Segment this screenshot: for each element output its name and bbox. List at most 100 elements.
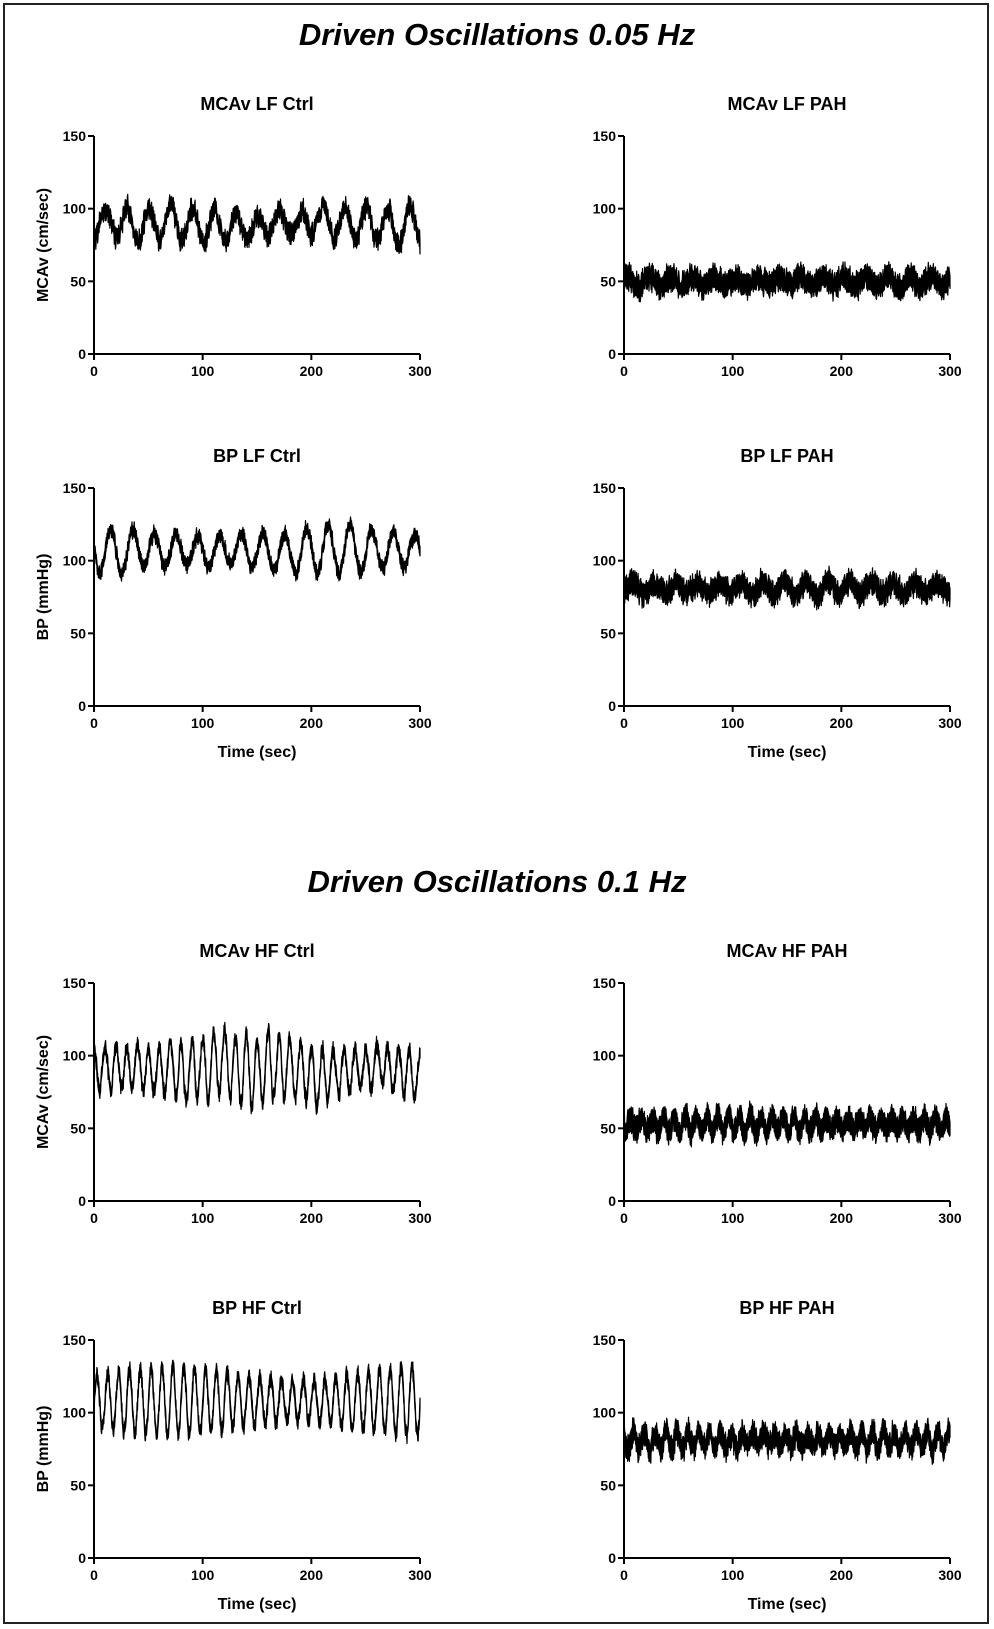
x-tick-label: 100 bbox=[721, 363, 745, 379]
x-axis-label: Time (sec) bbox=[218, 744, 297, 761]
chart-7: BP HF Ctrl 0 50 100 150 0 100 200 300 BP (mmHg) Ti… bbox=[35, 1298, 432, 1613]
y-tick-label: 150 bbox=[593, 1332, 617, 1348]
series-trace bbox=[93, 193, 421, 255]
x-tick-label: 300 bbox=[938, 1210, 962, 1226]
series-trace bbox=[93, 516, 421, 582]
chart-2: MCAv LF PAH 0 50 100 150 0 100 200 300 bbox=[593, 94, 962, 379]
chart-title: MCAv LF PAH bbox=[728, 94, 847, 114]
y-tick-label: 0 bbox=[78, 346, 86, 362]
y-tick-label: 150 bbox=[593, 480, 617, 496]
x-tick-label: 300 bbox=[938, 715, 962, 731]
y-axis-label: MCAv (cm/sec) bbox=[35, 188, 52, 302]
x-tick-label: 200 bbox=[300, 363, 324, 379]
y-tick-label: 0 bbox=[608, 1193, 616, 1209]
x-tick-label: 300 bbox=[408, 1210, 432, 1226]
y-tick-label: 150 bbox=[63, 1332, 87, 1348]
y-tick-label: 100 bbox=[63, 1048, 87, 1064]
x-tick-label: 200 bbox=[300, 715, 324, 731]
x-axis-label: Time (sec) bbox=[748, 744, 827, 761]
x-tick-label: 200 bbox=[300, 1210, 324, 1226]
chart-title: MCAv HF PAH bbox=[727, 941, 848, 961]
charts-group: MCAv LF Ctrl 0 50 100 150 0 100 200 300 MCAv (cm/… bbox=[35, 94, 962, 1613]
y-tick-label: 100 bbox=[593, 1405, 617, 1421]
x-tick-label: 100 bbox=[191, 715, 215, 731]
chart-title: BP HF PAH bbox=[739, 1298, 834, 1318]
y-tick-label: 100 bbox=[593, 553, 617, 569]
y-tick-label: 150 bbox=[593, 128, 617, 144]
x-tick-label: 100 bbox=[721, 715, 745, 731]
y-tick-label: 0 bbox=[608, 1550, 616, 1566]
y-tick-label: 100 bbox=[63, 553, 87, 569]
y-axis-label: BP (mmHg) bbox=[35, 554, 52, 641]
y-tick-label: 0 bbox=[78, 1193, 86, 1209]
figure-frame bbox=[3, 3, 989, 1624]
y-tick-label: 150 bbox=[63, 128, 87, 144]
x-tick-label: 300 bbox=[408, 1567, 432, 1583]
x-tick-label: 100 bbox=[191, 363, 215, 379]
series-trace bbox=[93, 1359, 421, 1445]
x-tick-label: 100 bbox=[191, 1567, 215, 1583]
y-tick-label: 100 bbox=[593, 1048, 617, 1064]
y-tick-label: 50 bbox=[600, 625, 616, 641]
x-tick-label: 100 bbox=[721, 1567, 745, 1583]
x-tick-label: 300 bbox=[408, 715, 432, 731]
y-tick-label: 50 bbox=[600, 1120, 616, 1136]
x-tick-label: 0 bbox=[620, 1210, 628, 1226]
series-trace bbox=[623, 1416, 951, 1465]
chart-3: BP LF Ctrl 0 50 100 150 0 100 200 300 BP (mmHg) Ti… bbox=[35, 446, 432, 761]
y-tick-label: 0 bbox=[78, 1550, 86, 1566]
y-tick-label: 100 bbox=[593, 201, 617, 217]
y-tick-label: 100 bbox=[63, 201, 87, 217]
x-tick-label: 200 bbox=[300, 1567, 324, 1583]
chart-6: MCAv HF PAH 0 50 100 150 0 100 200 300 bbox=[593, 941, 962, 1226]
chart-title: BP LF PAH bbox=[740, 446, 833, 466]
x-tick-label: 0 bbox=[90, 1210, 98, 1226]
chart-4: BP LF PAH 0 50 100 150 0 100 200 300 Time (sec) bbox=[593, 446, 962, 761]
y-axis-label: BP (mmHg) bbox=[35, 1406, 52, 1493]
series-trace bbox=[623, 261, 951, 303]
y-axis-label: MCAv (cm/sec) bbox=[35, 1035, 52, 1149]
x-axis-label: Time (sec) bbox=[748, 1596, 827, 1613]
x-tick-label: 300 bbox=[938, 1567, 962, 1583]
x-tick-label: 300 bbox=[408, 363, 432, 379]
x-tick-label: 0 bbox=[620, 715, 628, 731]
y-tick-label: 50 bbox=[70, 625, 86, 641]
chart-8: BP HF PAH 0 50 100 150 0 100 200 300 Time (sec) bbox=[593, 1298, 962, 1613]
section-title-lf: Driven Oscillations 0.05 Hz bbox=[299, 17, 696, 52]
y-tick-label: 0 bbox=[608, 698, 616, 714]
y-tick-label: 50 bbox=[70, 273, 86, 289]
y-tick-label: 50 bbox=[70, 1477, 86, 1493]
chart-5: MCAv HF Ctrl 0 50 100 150 0 100 200 300 MCAv (cm/… bbox=[35, 941, 432, 1226]
x-tick-label: 0 bbox=[90, 1567, 98, 1583]
x-tick-label: 300 bbox=[938, 363, 962, 379]
chart-title: MCAv LF Ctrl bbox=[200, 94, 313, 114]
y-tick-label: 50 bbox=[600, 273, 616, 289]
y-tick-label: 150 bbox=[593, 975, 617, 991]
x-axis-label: Time (sec) bbox=[218, 1596, 297, 1613]
x-tick-label: 0 bbox=[90, 363, 98, 379]
y-tick-label: 50 bbox=[70, 1120, 86, 1136]
chart-1: MCAv LF Ctrl 0 50 100 150 0 100 200 300 MCAv (cm/… bbox=[35, 94, 432, 379]
y-tick-label: 150 bbox=[63, 480, 87, 496]
x-tick-label: 0 bbox=[90, 715, 98, 731]
y-tick-label: 100 bbox=[63, 1405, 87, 1421]
x-tick-label: 100 bbox=[721, 1210, 745, 1226]
chart-title: MCAv HF Ctrl bbox=[199, 941, 314, 961]
chart-title: BP HF Ctrl bbox=[212, 1298, 302, 1318]
section-title-hf: Driven Oscillations 0.1 Hz bbox=[307, 864, 687, 899]
x-tick-label: 200 bbox=[830, 363, 854, 379]
chart-title: BP LF Ctrl bbox=[213, 446, 301, 466]
x-tick-label: 200 bbox=[830, 715, 854, 731]
series-trace bbox=[623, 565, 951, 611]
x-tick-label: 200 bbox=[830, 1210, 854, 1226]
y-tick-label: 50 bbox=[600, 1477, 616, 1493]
y-tick-label: 0 bbox=[78, 698, 86, 714]
y-tick-label: 0 bbox=[608, 346, 616, 362]
y-tick-label: 150 bbox=[63, 975, 87, 991]
series-trace bbox=[623, 1100, 951, 1148]
series-trace bbox=[93, 1021, 421, 1115]
x-tick-label: 0 bbox=[620, 1567, 628, 1583]
x-tick-label: 0 bbox=[620, 363, 628, 379]
x-tick-label: 200 bbox=[830, 1567, 854, 1583]
